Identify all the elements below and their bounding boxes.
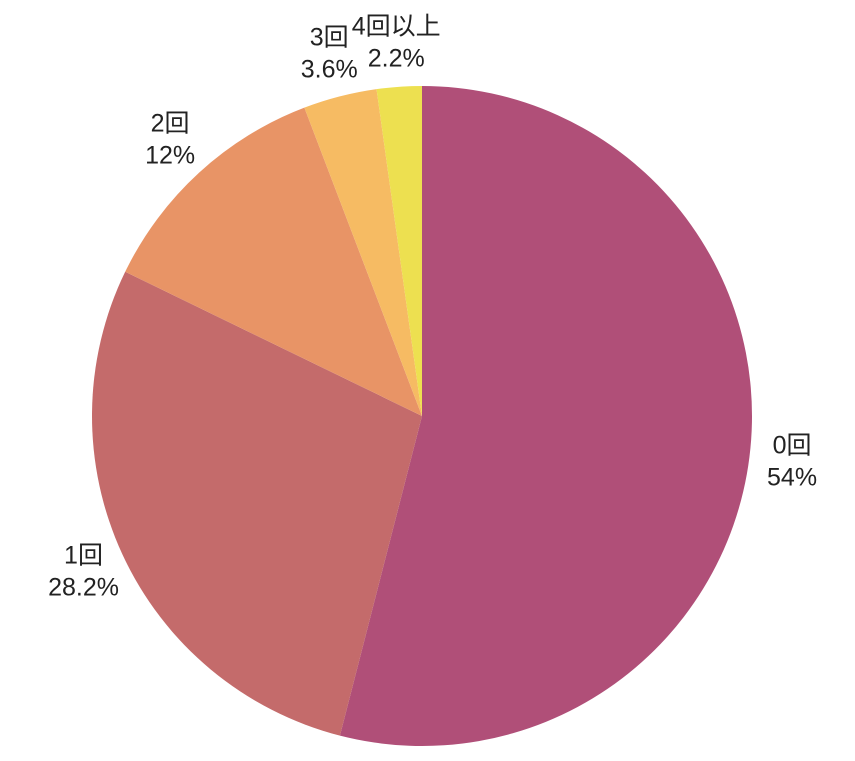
- pie-slice: [339, 86, 753, 747]
- slice-category-label: 2回: [151, 110, 190, 138]
- slice-category-label: 3回: [310, 23, 349, 51]
- slice-category-label: 4回以上: [352, 12, 441, 40]
- slice-category-label: 0回: [773, 431, 812, 459]
- slice-value-label: 2.2%: [368, 44, 425, 72]
- pie-slice: [91, 271, 422, 736]
- pie-slice: [304, 89, 422, 416]
- slice-value-label: 54%: [767, 463, 817, 491]
- pie-slice: [125, 107, 423, 416]
- slice-value-label: 28.2%: [48, 573, 119, 601]
- slice-value-label: 12%: [145, 142, 195, 170]
- slice-category-label: 1回: [64, 541, 103, 569]
- slice-value-label: 3.6%: [301, 55, 358, 83]
- pie-slice: [376, 86, 422, 416]
